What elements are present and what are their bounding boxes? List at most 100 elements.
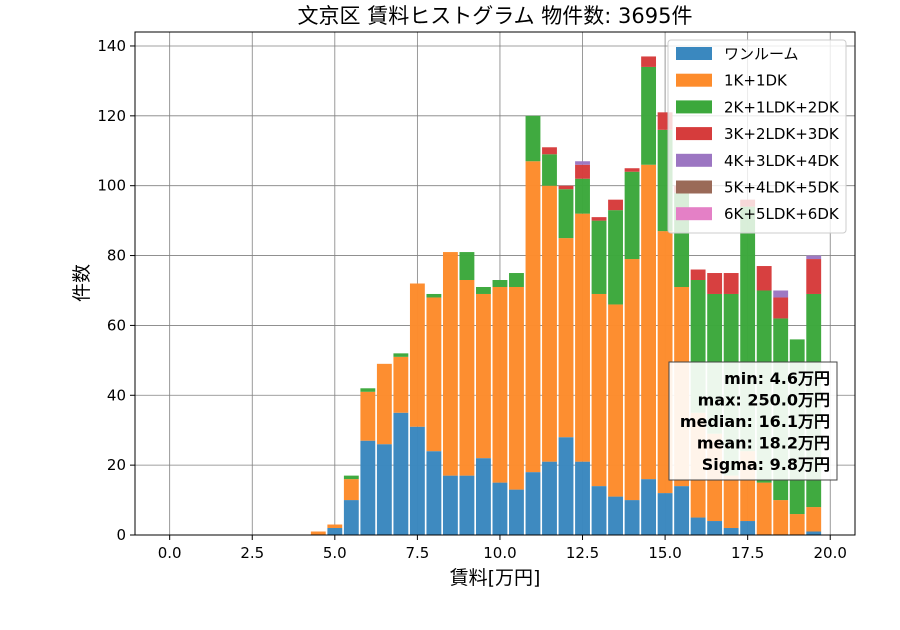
bar-1-0 [310, 531, 326, 535]
legend: ワンルーム 1K+1DK 2K+1LDK+2DK 3K+2LDK+3DK 4K+3LDK… [667, 39, 847, 234]
bar-0-15 [558, 437, 574, 535]
x-tick-label-7: 17.5 [731, 544, 764, 562]
bar-2-11 [492, 280, 508, 287]
bar-0-5 [393, 412, 409, 535]
legend-label-6: 6K+5LDK+6DK [724, 205, 840, 223]
bar-0-20 [641, 479, 657, 535]
bar-2-9 [459, 252, 475, 281]
bar-2-16 [575, 178, 590, 214]
bar-1-25 [723, 475, 739, 529]
bar-3-30 [806, 259, 822, 294]
bar-3-25 [723, 273, 739, 294]
bar-0-30 [806, 531, 822, 535]
bar-1-15 [558, 238, 574, 438]
bar-2-3 [360, 388, 376, 392]
stats-line-0: min: 4.6万円 [724, 369, 830, 388]
x-tick-label-5: 12.5 [566, 544, 599, 562]
x-axis-title: 賃料[万円] [450, 567, 541, 589]
bar-2-18 [608, 210, 623, 305]
bar-0-9 [459, 475, 475, 535]
bar-0-22 [674, 486, 690, 535]
bar-4-16 [575, 161, 590, 165]
legend-swatch-0 [676, 47, 712, 60]
legend-swatch-3 [676, 127, 712, 141]
bar-2-20 [641, 66, 657, 165]
stats-lines: min: 4.6万円 max: 250.0万円 median: 16.1万円 mean… [680, 369, 830, 474]
bar-1-9 [459, 280, 475, 476]
bar-4-30 [806, 255, 822, 260]
bar-1-29 [789, 514, 805, 535]
legend-label-1: 1K+1DK [724, 72, 788, 90]
y-axis-ticks: 0 20 40 60 80 100 120 140 [97, 37, 135, 544]
legend-label-3: 3K+2LDK+3DK [724, 125, 840, 143]
stats-line-2: median: 16.1万円 [680, 412, 830, 431]
bar-1-27 [756, 482, 772, 535]
bar-1-4 [376, 363, 392, 445]
bar-0-8 [442, 475, 458, 535]
bar-2-14 [542, 154, 557, 186]
bar-1-30 [806, 507, 822, 532]
bar-0-11 [492, 482, 508, 535]
x-axis-ticks: 0.0 2.5 5.0 7.5 10.0 12.5 15.0 17.5 20.0 [158, 535, 847, 562]
bar-1-20 [641, 164, 657, 480]
bar-0-12 [509, 489, 524, 535]
bar-3-16 [575, 164, 590, 179]
chart-title: 文京区 賃料ヒストグラム 物件数: 3695件 [298, 4, 693, 28]
stats-line-3: mean: 18.2万円 [697, 434, 830, 453]
bar-0-14 [542, 461, 557, 535]
bar-0-24 [707, 521, 723, 535]
bar-1-2 [343, 479, 359, 501]
x-tick-label-6: 15.0 [648, 544, 681, 562]
y-tick-label-6: 120 [97, 107, 126, 125]
bar-0-25 [723, 528, 739, 535]
legend-swatch-5 [676, 180, 712, 194]
bar-1-3 [360, 391, 376, 441]
bar-1-10 [476, 293, 491, 459]
bar-0-16 [575, 461, 590, 535]
y-tick-label-3: 60 [107, 316, 126, 334]
bar-1-7 [426, 297, 442, 452]
bar-0-3 [360, 440, 376, 535]
y-tick-label-0: 0 [116, 526, 126, 544]
y-tick-label-7: 140 [97, 37, 126, 55]
x-tick-label-4: 10.0 [483, 544, 516, 562]
bar-0-23 [690, 517, 706, 535]
x-tick-label-0: 0.0 [158, 544, 182, 562]
bar-0-19 [624, 500, 640, 535]
y-tick-label-2: 40 [107, 386, 126, 404]
x-tick-label-3: 7.5 [405, 544, 429, 562]
bar-2-19 [624, 171, 640, 260]
bar-1-13 [525, 161, 541, 473]
stats-line-4: Sigma: 9.8万円 [702, 455, 830, 474]
legend-frame [667, 39, 847, 234]
bar-3-24 [707, 273, 723, 294]
bar-4-28 [773, 290, 789, 298]
bar-0-21 [657, 493, 673, 535]
bar-1-17 [591, 293, 607, 487]
bar-1-19 [624, 259, 640, 501]
bar-3-20 [641, 56, 657, 67]
legend-label-4: 4K+3LDK+4DK [724, 152, 840, 170]
y-axis-title: 件数 [71, 264, 93, 302]
bar-0-7 [426, 451, 442, 535]
bar-0-26 [740, 521, 756, 535]
y-tick-label-4: 80 [107, 247, 126, 265]
bar-2-10 [476, 286, 491, 294]
bar-3-23 [690, 269, 706, 281]
bar-1-18 [608, 304, 623, 497]
bar-3-15 [558, 185, 574, 190]
x-tick-label-1: 2.5 [240, 544, 264, 562]
bar-0-4 [376, 444, 392, 535]
bar-2-17 [591, 220, 607, 294]
bar-3-28 [773, 297, 789, 319]
bar-0-18 [608, 496, 623, 535]
y-tick-label-5: 100 [97, 177, 126, 195]
bar-1-16 [575, 213, 590, 462]
bar-2-13 [525, 115, 541, 162]
bar-2-12 [509, 273, 524, 287]
bar-0-10 [476, 458, 491, 535]
bar-0-6 [409, 426, 425, 535]
stats-box: min: 4.6万円 max: 250.0万円 median: 16.1万円 mean… [668, 361, 838, 481]
bar-1-5 [393, 356, 409, 413]
bar-2-7 [426, 293, 442, 298]
